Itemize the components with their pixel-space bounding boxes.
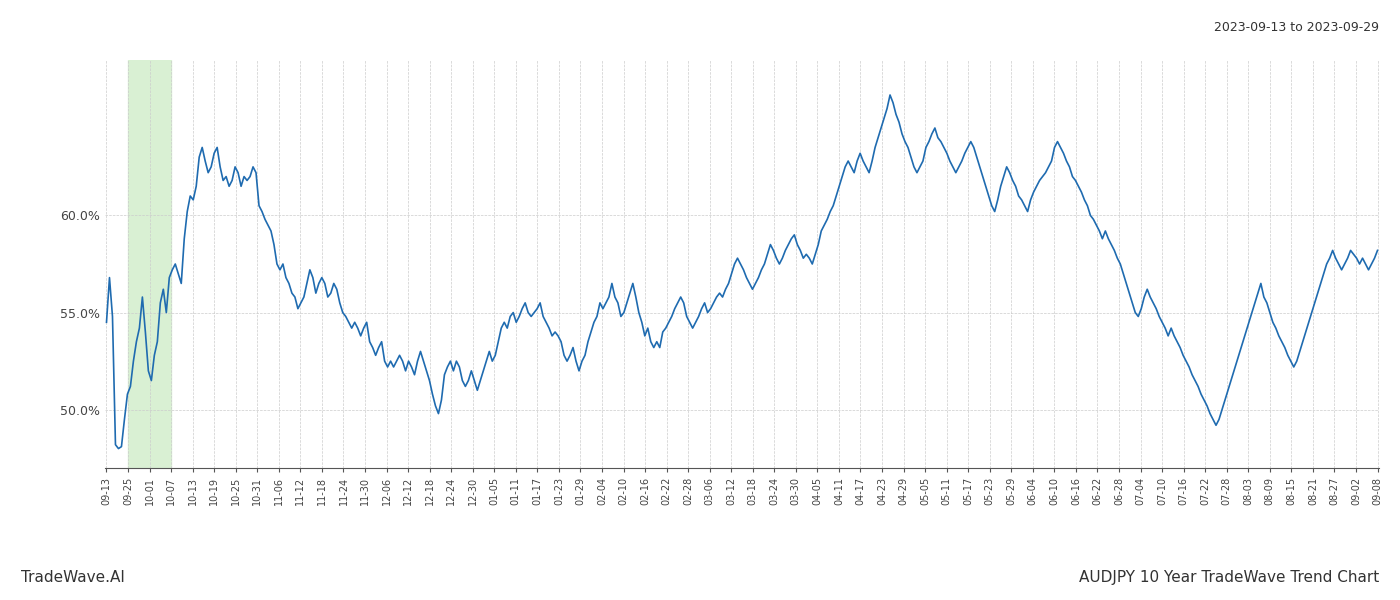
Text: 2023-09-13 to 2023-09-29: 2023-09-13 to 2023-09-29	[1214, 21, 1379, 34]
Text: AUDJPY 10 Year TradeWave Trend Chart: AUDJPY 10 Year TradeWave Trend Chart	[1079, 570, 1379, 585]
Text: TradeWave.AI: TradeWave.AI	[21, 570, 125, 585]
Bar	[127, 60, 171, 468]
